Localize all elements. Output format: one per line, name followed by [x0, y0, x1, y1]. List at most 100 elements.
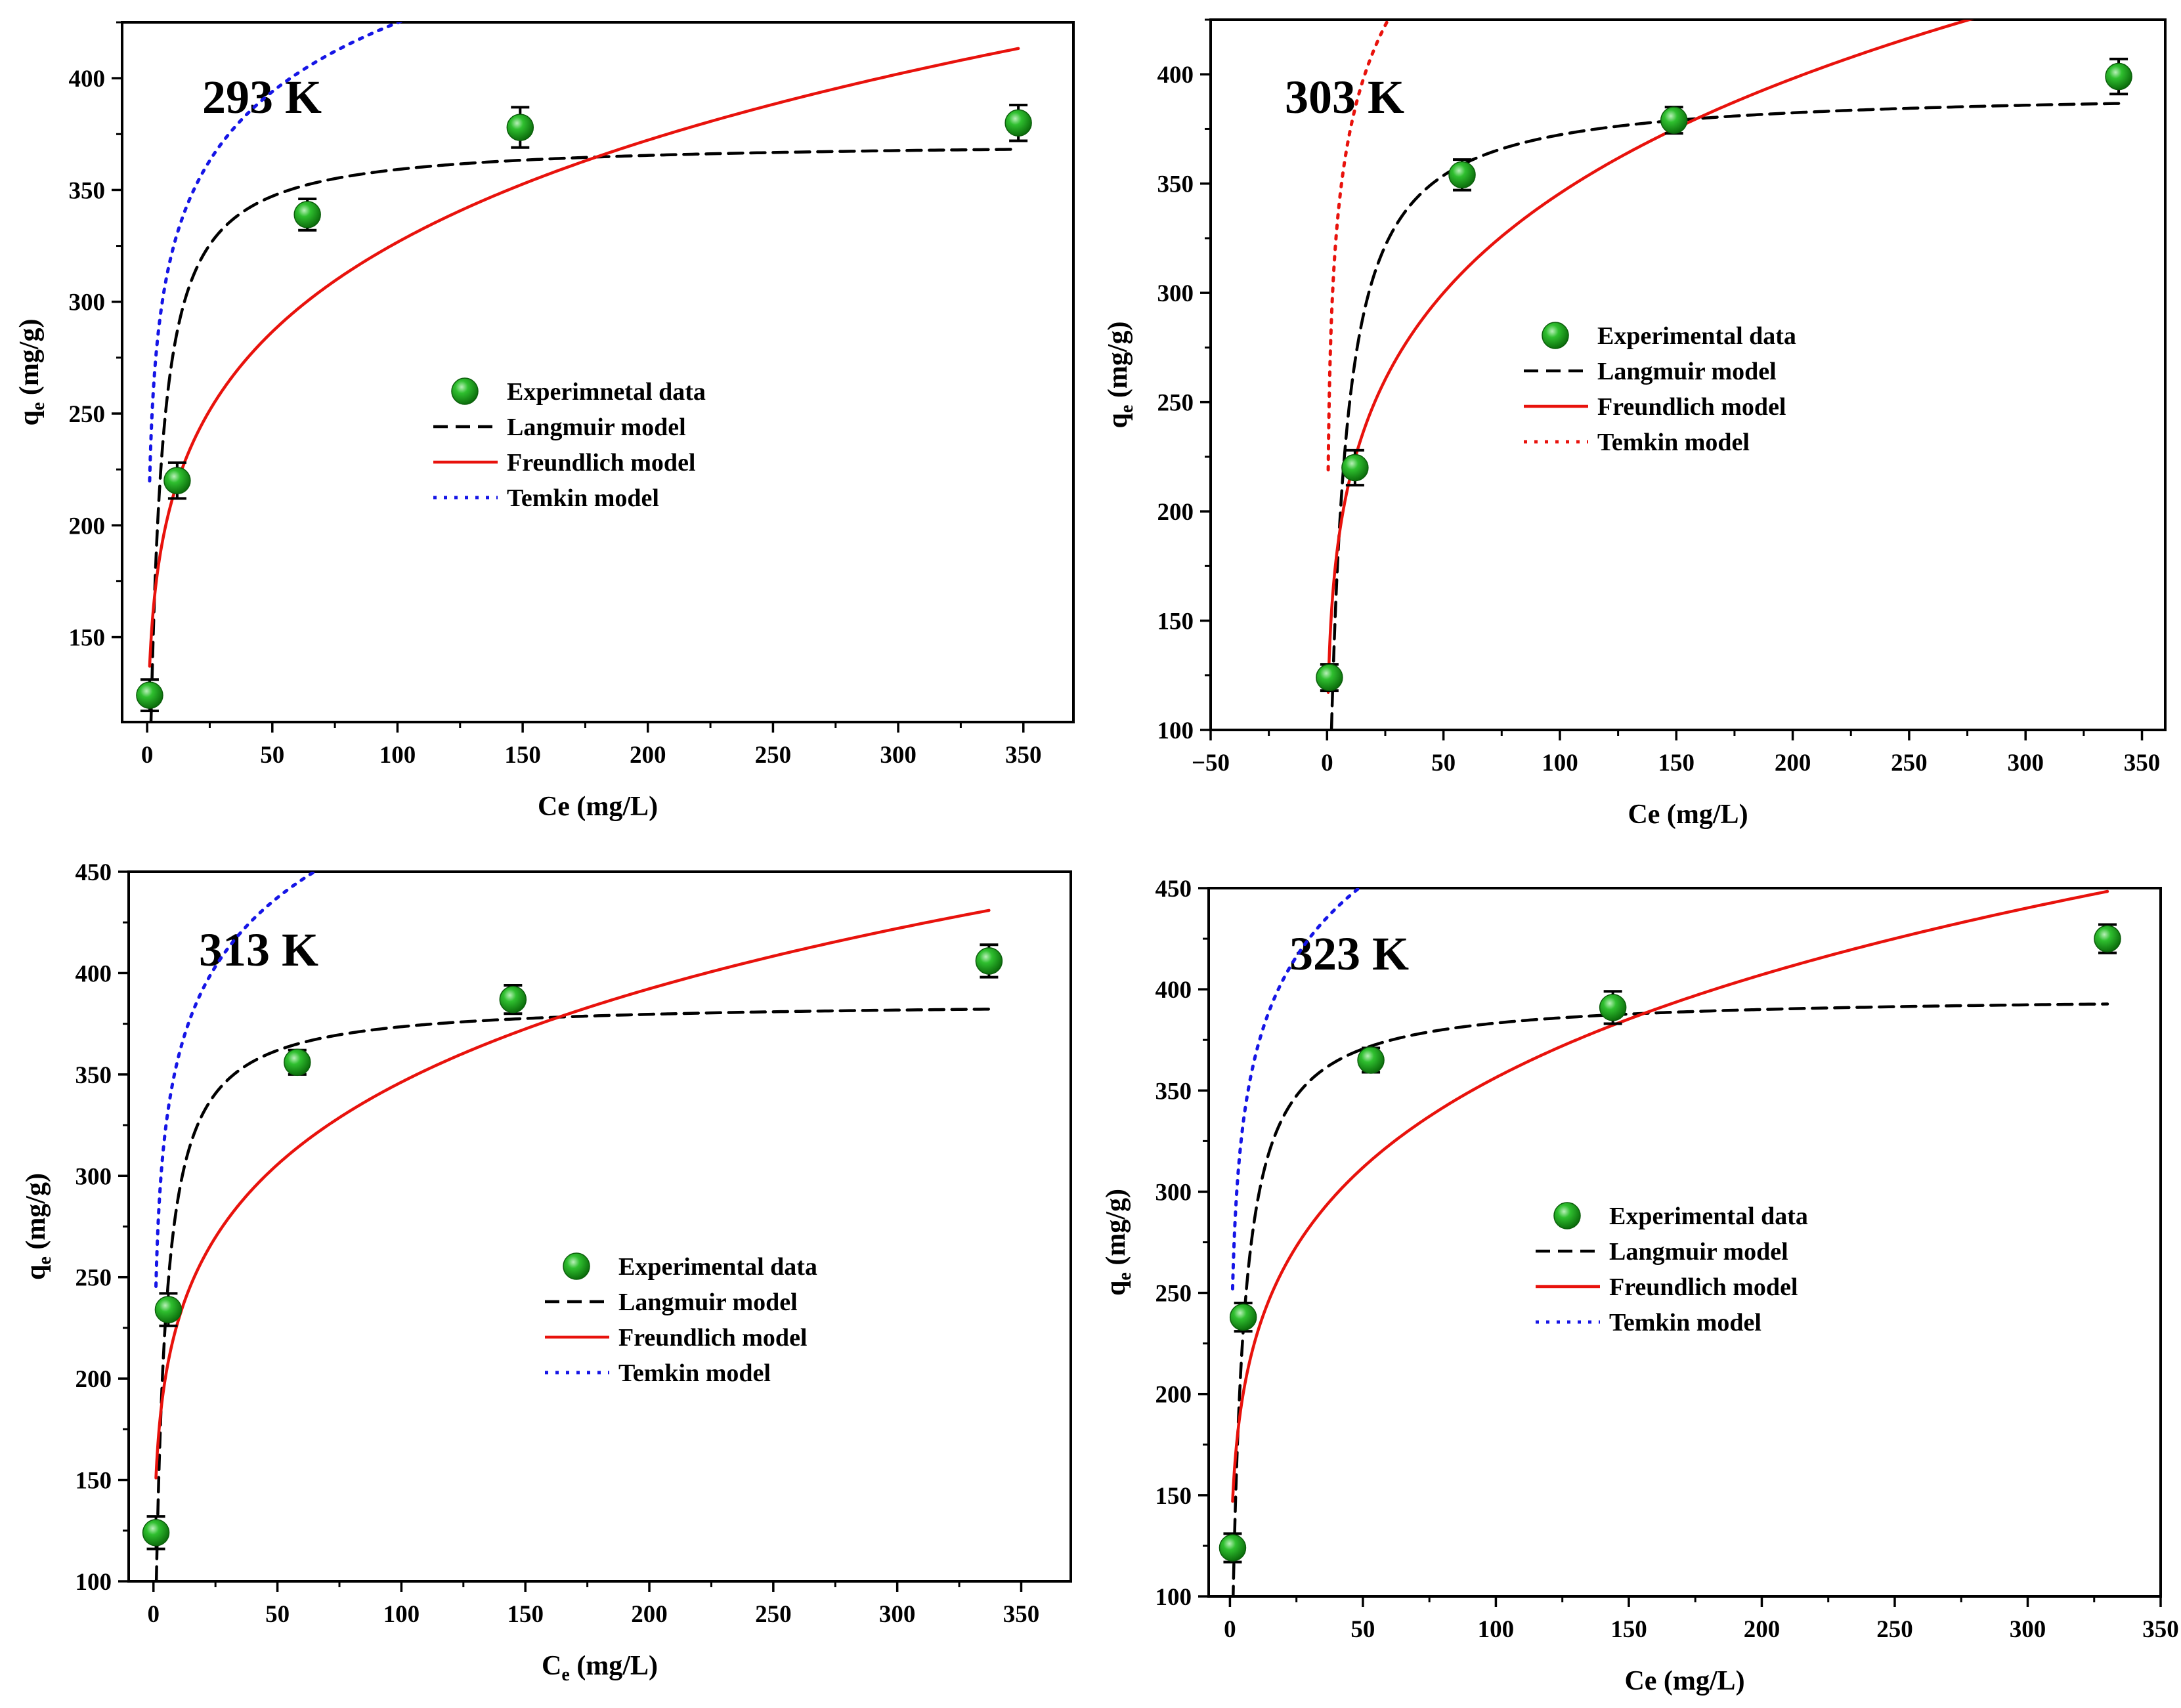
- x-tick-label: 300: [2007, 750, 2044, 777]
- legend: Experimnetal data Langmuir model Freundlic…: [433, 377, 706, 512]
- y-tick-label: 350: [69, 177, 106, 204]
- y-tick-label: 300: [1157, 280, 1194, 307]
- legend-marker-experimental: [1553, 1202, 1581, 1229]
- chart-panel-323k: 0 50 100 150 200 250 300 350 100 150 200 250 300 350 4…: [1101, 876, 2179, 1696]
- langmuir-model-curve: [149, 148, 1020, 722]
- experimental-point[interactable]: [1357, 1046, 1385, 1074]
- y-axis-label: qe (mg/g): [21, 1173, 55, 1280]
- x-tick-label: 50: [260, 742, 284, 769]
- experimental-point[interactable]: [1229, 1303, 1257, 1331]
- experimental-point[interactable]: [163, 467, 191, 494]
- x-tick-label: 0: [141, 742, 154, 769]
- x-tick-label: 50: [1431, 750, 1456, 777]
- y-tick-label: 200: [1157, 499, 1194, 526]
- y-tick-label: 150: [1157, 608, 1194, 635]
- x-tick-label: 200: [1744, 1616, 1781, 1643]
- y-tick-label: 350: [1157, 171, 1194, 198]
- freundlich-model-curve: [1231, 889, 2109, 1503]
- experimental-point[interactable]: [506, 114, 534, 141]
- legend-label-temkin: Temkin model: [1609, 1309, 1761, 1336]
- experimental-point[interactable]: [1219, 1534, 1247, 1562]
- y-axis-label: qe (mg/g): [1103, 322, 1137, 429]
- x-tick-label: 300: [2010, 1616, 2046, 1643]
- plot-area: [148, 22, 1020, 722]
- y-tick-label: 150: [1155, 1483, 1192, 1510]
- temperature-label: 303 K: [1285, 71, 1404, 123]
- x-axis-label: Ce (mg/L): [542, 1651, 658, 1685]
- legend-label-temkin: Temkin model: [618, 1359, 771, 1387]
- plot-frame: [1209, 18, 2167, 731]
- y-tick-label: 350: [76, 1062, 112, 1089]
- experimental-point[interactable]: [1448, 161, 1476, 189]
- legend-marker-experimental: [563, 1252, 590, 1280]
- y-tick-label: 100: [76, 1569, 112, 1596]
- x-tick-label: 250: [1891, 750, 1928, 777]
- x-tick-label: 200: [630, 742, 666, 769]
- legend-label-temkin: Temkin model: [1597, 429, 1750, 456]
- freundlich-model-curve: [1326, 20, 1975, 694]
- x-tick-label: 200: [631, 1601, 668, 1628]
- freundlich-model-curve: [148, 47, 1020, 668]
- y-tick-label: 250: [1157, 390, 1194, 417]
- legend-label-freundlich: Freundlich model: [1597, 393, 1786, 421]
- temkin-model-curve: [154, 872, 318, 1289]
- temperature-label: 323 K: [1289, 928, 1409, 980]
- legend: Experimental data Langmuir model Freundlic…: [545, 1252, 817, 1387]
- experimental-point[interactable]: [142, 1519, 170, 1547]
- x-tick-label: 150: [504, 742, 541, 769]
- y-tick-label: 200: [76, 1366, 112, 1393]
- x-tick-label: 350: [1005, 742, 1042, 769]
- experimental-point[interactable]: [2105, 62, 2132, 91]
- x-tick-label: 150: [1610, 1616, 1647, 1643]
- legend-label-experimental: Experimental data: [618, 1253, 817, 1281]
- legend-label-experimental: Experimnetal data: [507, 378, 706, 406]
- experimental-point[interactable]: [293, 201, 321, 228]
- x-axis-label: Ce (mg/L): [1624, 1666, 1744, 1696]
- x-tick-label: 100: [383, 1601, 420, 1628]
- y-tick-label: 250: [76, 1265, 112, 1292]
- x-tick-label: 0: [148, 1601, 160, 1628]
- experimental-point[interactable]: [136, 681, 163, 709]
- legend-marker-experimental: [451, 377, 479, 405]
- y-axis-label-group: qe (mg/g): [14, 319, 49, 426]
- experimental-point[interactable]: [1316, 664, 1343, 691]
- x-tick-label: 350: [2142, 1616, 2179, 1643]
- x-tick-label: 250: [755, 742, 792, 769]
- x-tick-label: 150: [507, 1601, 544, 1628]
- x-tick-label: 200: [1775, 750, 1811, 777]
- y-axis-label-group: qe (mg/g): [21, 1173, 55, 1280]
- legend: Experimental data Langmuir model Freundlic…: [1536, 1202, 1808, 1336]
- y-tick-label: 150: [76, 1468, 112, 1495]
- experimental-point[interactable]: [1599, 994, 1627, 1021]
- x-tick-label: 300: [880, 742, 917, 769]
- experimental-point[interactable]: [1004, 109, 1032, 137]
- experimental-point[interactable]: [154, 1296, 183, 1323]
- x-tick-label: 50: [1350, 1616, 1375, 1643]
- experimental-point[interactable]: [1341, 454, 1369, 482]
- legend-label-langmuir: Langmuir model: [1597, 358, 1777, 385]
- x-tick-label: 100: [379, 742, 416, 769]
- experimental-point[interactable]: [2094, 925, 2121, 952]
- y-tick-label: 200: [69, 513, 106, 540]
- experimental-point[interactable]: [975, 947, 1003, 975]
- langmuir-model-curve: [1329, 102, 2121, 730]
- legend-label-experimental: Experimental data: [1597, 322, 1796, 350]
- plot-frame: [127, 870, 1072, 1583]
- experimental-point[interactable]: [499, 985, 527, 1014]
- y-tick-label: 300: [76, 1163, 112, 1190]
- plot-area: [1230, 888, 2109, 1596]
- x-tick-label: 350: [1003, 1601, 1040, 1628]
- temperature-label: 313 K: [199, 924, 318, 976]
- x-tick-label: 350: [2124, 750, 2161, 777]
- y-tick-label: 200: [1155, 1382, 1192, 1409]
- x-tick-label: −50: [1192, 750, 1230, 777]
- y-tick-label: 450: [1155, 876, 1192, 903]
- legend-label-freundlich: Freundlich model: [618, 1324, 808, 1352]
- x-tick-label: 300: [879, 1601, 916, 1628]
- y-tick-label: 400: [1157, 62, 1194, 89]
- experimental-point[interactable]: [1660, 106, 1688, 134]
- y-tick-label: 300: [1155, 1179, 1192, 1206]
- experimental-point[interactable]: [284, 1048, 311, 1077]
- y-tick-label: 100: [1157, 717, 1194, 744]
